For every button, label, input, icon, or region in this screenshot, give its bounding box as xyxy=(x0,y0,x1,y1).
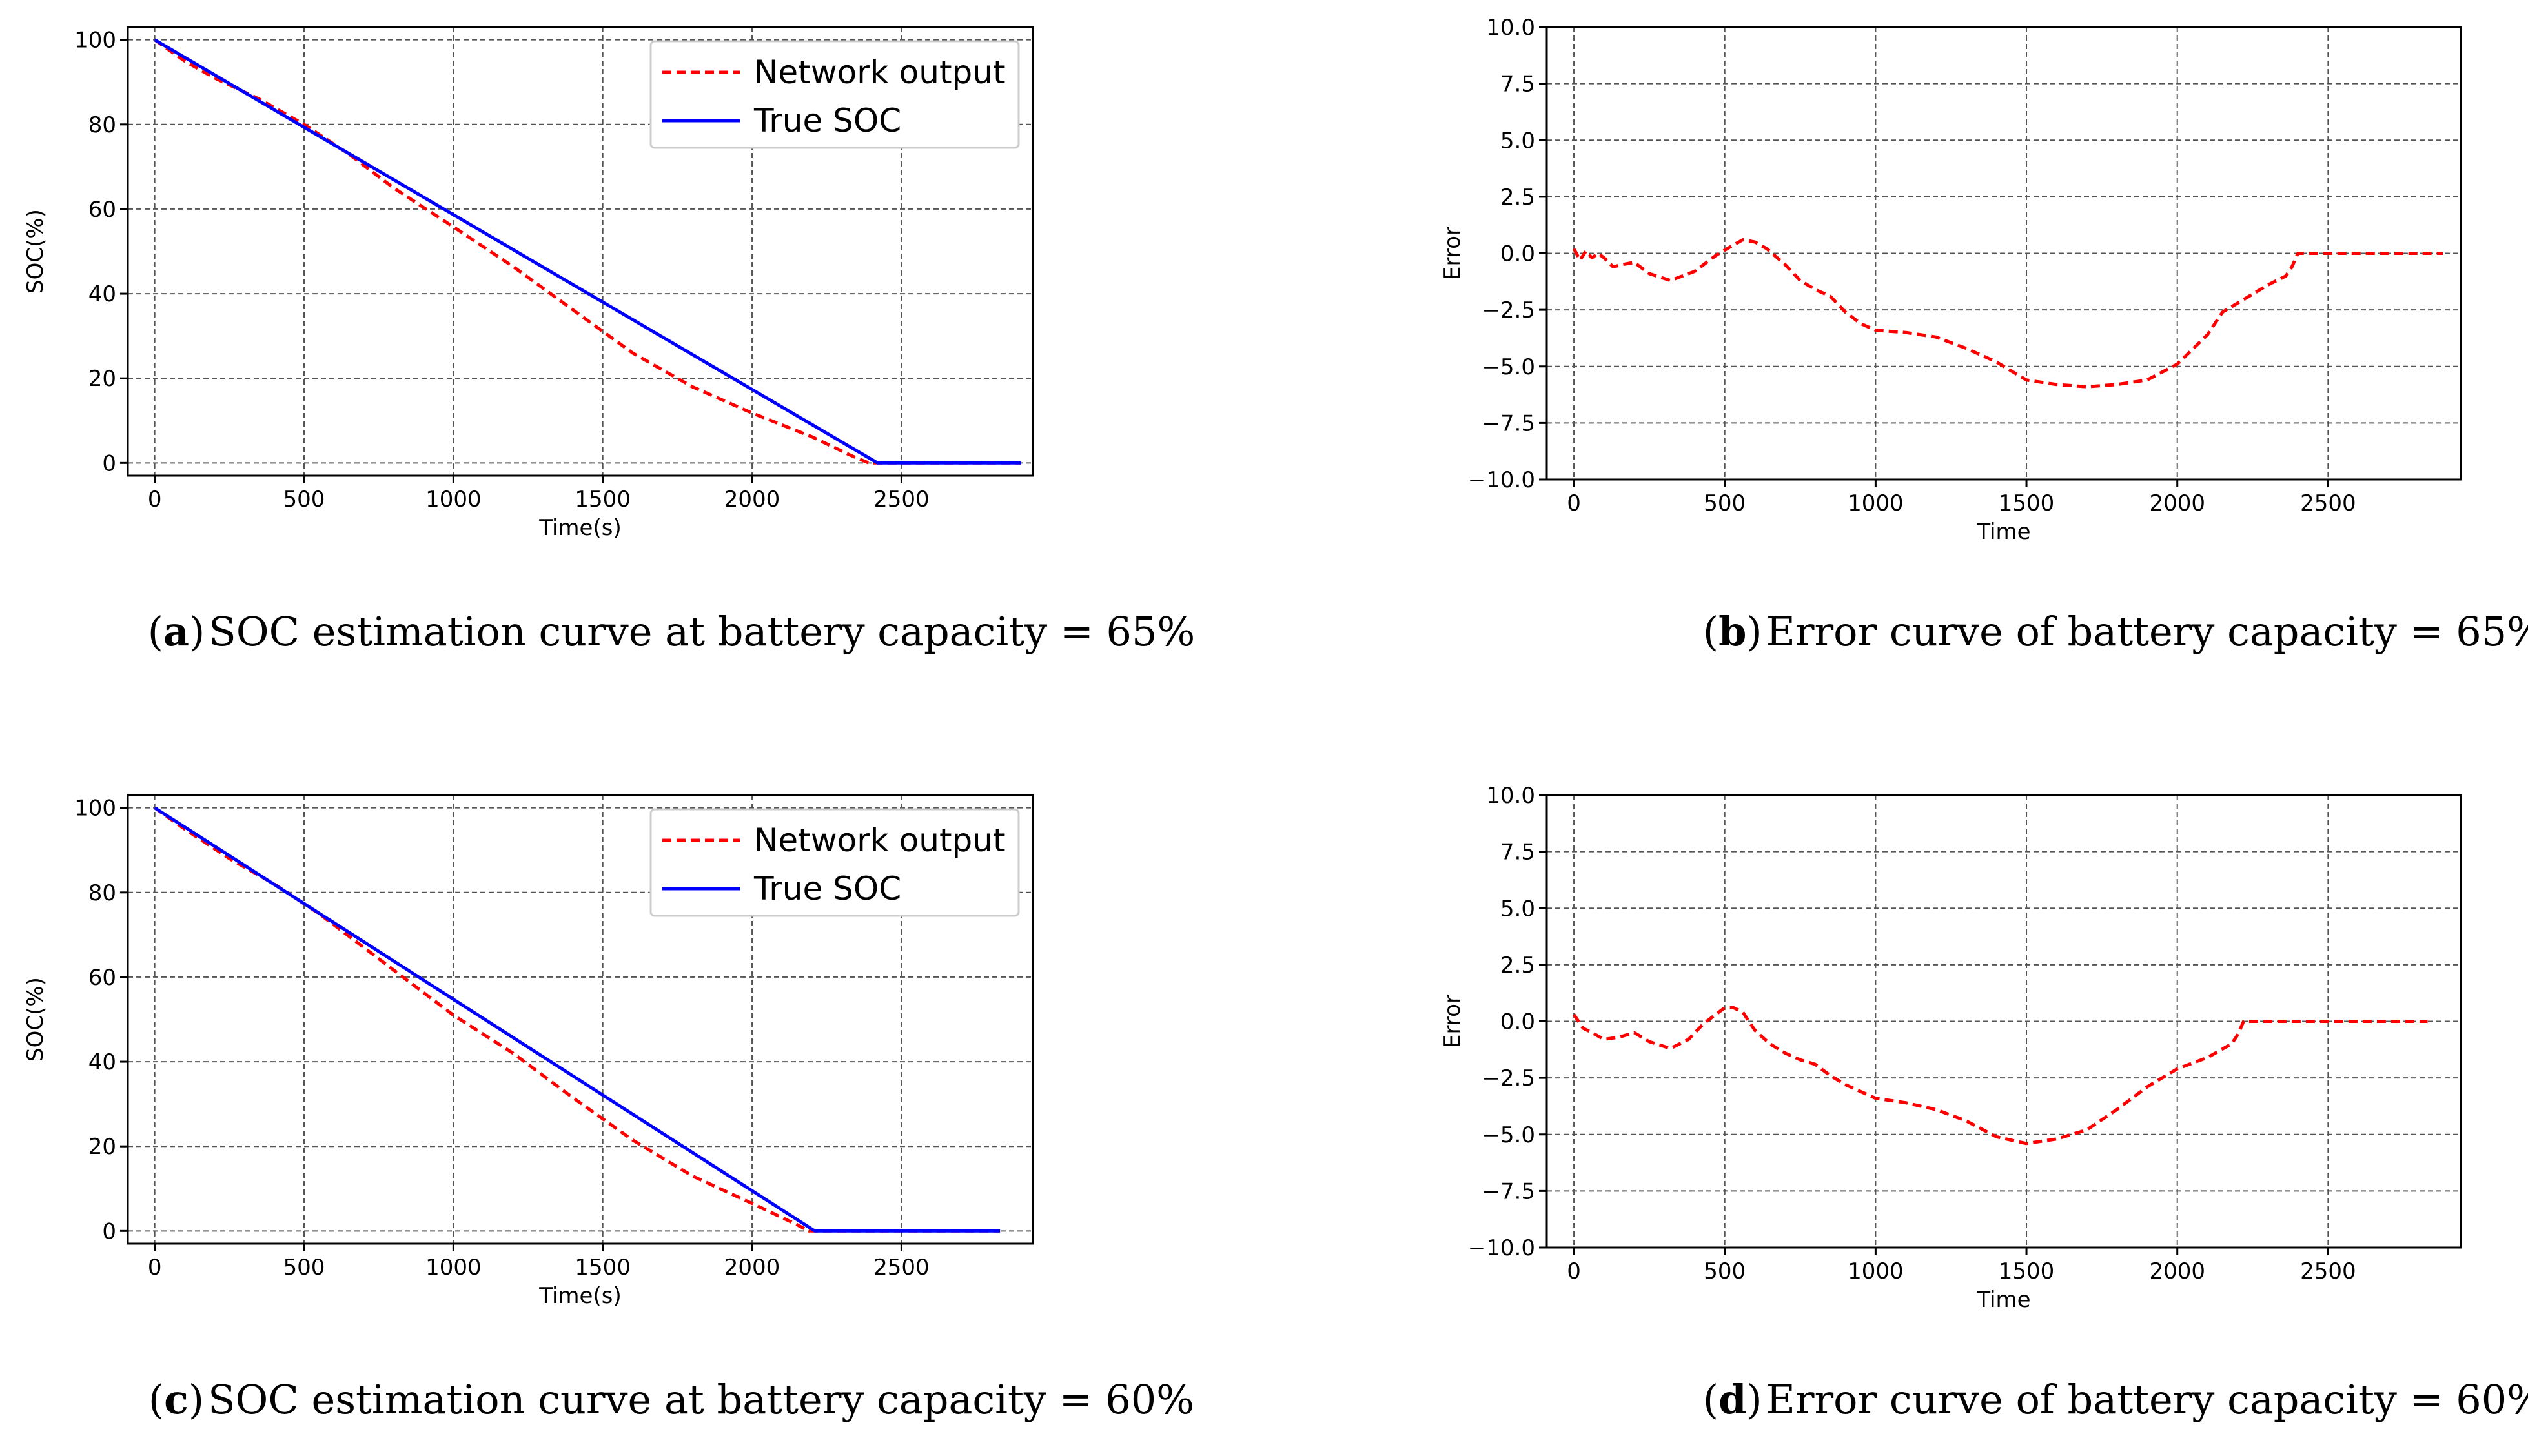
panel-b-xtick-label: 1000 xyxy=(1848,490,1904,516)
panel-d-caption: (d)Error curve of battery capacity = 60% xyxy=(1703,1376,2528,1423)
panel-d-ytick-label: −2.5 xyxy=(1482,1066,1535,1091)
panel-d-xlabel: Time xyxy=(1976,1287,2030,1313)
panel-a-ytick-label: 0 xyxy=(102,450,116,476)
panel-d-error-60: 0 500 1000 1500 2000 2500 −10.0 −7.5 −5.0 −2.5 0.0… xyxy=(1440,783,2528,1423)
panel-a-ytick-label: 100 xyxy=(74,28,116,54)
panel-a-xtick-label: 0 xyxy=(148,487,162,512)
panel-c-series-network-output-line xyxy=(154,806,1001,1233)
panel-a-caption: (a)SOC estimation curve at battery capac… xyxy=(148,608,1196,655)
panel-b-ytick-label: −2.5 xyxy=(1482,298,1535,323)
panel-d-xtick-label: 2000 xyxy=(2149,1259,2205,1284)
panel-b-xtick-label: 2000 xyxy=(2149,490,2205,516)
panel-a-ylabel: SOC(%) xyxy=(23,209,48,294)
panel-d-ytick-label: 2.5 xyxy=(1500,953,1535,978)
panel-c-ytick-label: 40 xyxy=(88,1049,116,1075)
panel-a-legend-label: Network output xyxy=(754,54,1006,91)
panel-b-xtick-label: 1500 xyxy=(1999,490,2055,516)
panel-d-xtick-label: 500 xyxy=(1704,1259,1746,1284)
panel-d-xtick-label: 0 xyxy=(1567,1259,1581,1284)
panel-b-ytick-label: −7.5 xyxy=(1482,410,1535,436)
panel-a-ytick-label: 20 xyxy=(88,366,116,392)
panel-b-caption-text: Error curve of battery capacity = 65% xyxy=(1766,608,2528,655)
panel-c-legend-label: Network output xyxy=(754,822,1006,859)
panel-b-xlabel: Time xyxy=(1976,519,2030,545)
panel-d-ytick-label: 10.0 xyxy=(1486,783,1535,809)
panel-d-xtick-label: 2500 xyxy=(2300,1259,2356,1284)
panel-a-ytick-label: 60 xyxy=(88,197,116,223)
panel-c-ylabel: SOC(%) xyxy=(23,977,48,1062)
panel-a-xtick-label: 1500 xyxy=(575,487,631,512)
panel-a-ytick-label: 40 xyxy=(88,281,116,307)
panel-c-ytick-label: 20 xyxy=(88,1134,116,1160)
panel-c-legend-label: True SOC xyxy=(753,870,901,907)
panel-c-ytick-label: 60 xyxy=(88,965,116,991)
panel-b-ytick-label: 2.5 xyxy=(1500,185,1535,210)
panel-d-ytick-label: −5.0 xyxy=(1482,1122,1535,1148)
panel-d-ytick-label: −7.5 xyxy=(1482,1178,1535,1204)
panel-a-legend-box xyxy=(649,40,1020,149)
panel-a-caption-letter: a xyxy=(163,608,189,655)
panel-d-ytick-label: 0.0 xyxy=(1500,1009,1535,1035)
panel-a-caption-text: SOC estimation curve at battery capacity… xyxy=(209,608,1195,655)
panel-a-soc-65: 0 500 1000 1500 2000 2500 0 20 40 60 80 100 Network … xyxy=(23,26,1196,655)
panel-a-series-true-soc-line xyxy=(154,38,1021,465)
panel-b-xtick-label: 0 xyxy=(1567,490,1581,516)
panel-b-ylabel: Error xyxy=(1440,227,1465,280)
panel-a-xtick-label: 500 xyxy=(283,487,325,512)
panel-a-axes-frame xyxy=(127,26,1034,477)
panel-b-ytick-label: 7.5 xyxy=(1500,72,1535,97)
panel-c-xtick-label: 1000 xyxy=(425,1255,482,1280)
panel-b-ytick-label: 0.0 xyxy=(1500,241,1535,267)
panel-a-xlabel: Time(s) xyxy=(538,515,621,541)
panel-b-ytick-label: 5.0 xyxy=(1500,128,1535,154)
panel-c-ytick-label: 0 xyxy=(102,1218,116,1244)
panel-b-ytick-label: 10.0 xyxy=(1486,15,1535,41)
panel-d-ytick-label: 7.5 xyxy=(1500,840,1535,865)
panel-a-xtick-label: 2000 xyxy=(724,487,780,512)
panel-d-ytick-label: 5.0 xyxy=(1500,896,1535,922)
panel-d-caption-letter: d xyxy=(1718,1376,1746,1423)
panel-c-xtick-label: 1500 xyxy=(575,1255,631,1280)
panel-a-xtick-label: 2500 xyxy=(873,487,930,512)
panel-c-ytick-label: 100 xyxy=(74,796,116,822)
panel-d-xtick-label: 1500 xyxy=(1999,1259,2055,1284)
panel-c-ytick-label: 80 xyxy=(88,880,116,906)
panel-c-xtick-label: 500 xyxy=(283,1255,325,1280)
panel-c-caption: (c)SOC estimation curve at battery capac… xyxy=(148,1376,1194,1423)
panel-c-caption-text: SOC estimation curve at battery capacity… xyxy=(208,1376,1194,1423)
panel-b-series-error-line xyxy=(1572,238,2443,389)
panel-c-caption-letter: c xyxy=(164,1376,189,1423)
panel-b-xtick-label: 2500 xyxy=(2300,490,2356,516)
panel-a-ytick-label: 80 xyxy=(88,112,116,138)
panel-c-xtick-label: 2500 xyxy=(873,1255,930,1280)
panel-c-xtick-label: 2000 xyxy=(724,1255,780,1280)
panel-d-caption-text: Error curve of battery capacity = 60% xyxy=(1766,1376,2528,1423)
panel-a-xtick-label: 1000 xyxy=(425,487,482,512)
panel-c-axes-frame xyxy=(127,794,1034,1245)
panel-b-ytick-label: −5.0 xyxy=(1482,354,1535,380)
panel-d-series-error-line xyxy=(1573,1006,2428,1146)
panel-d-xtick-label: 1000 xyxy=(1848,1259,1904,1284)
panel-b-xtick-label: 500 xyxy=(1704,490,1746,516)
panel-c-soc-60: 0 500 1000 1500 2000 2500 0 20 40 60 80 100 Network … xyxy=(23,794,1194,1423)
panel-c-xlabel: Time(s) xyxy=(538,1283,621,1309)
panel-a-series-network-output-line xyxy=(154,38,1021,465)
panel-d-ylabel: Error xyxy=(1440,995,1465,1048)
panel-c-series-true-soc-line xyxy=(154,806,1001,1233)
panel-c-xtick-label: 0 xyxy=(148,1255,162,1280)
panel-d-ytick-label: −10.0 xyxy=(1468,1235,1535,1261)
panel-a-legend-label: True SOC xyxy=(753,102,901,139)
panel-c-legend-box xyxy=(649,808,1020,917)
panel-b-error-65: 0 500 1000 1500 2000 2500 −10.0 −7.5 −5.0 −2.5 0.0… xyxy=(1440,15,2528,655)
panel-b-caption-letter: b xyxy=(1718,608,1746,655)
panel-b-caption: (b)Error curve of battery capacity = 65% xyxy=(1703,608,2528,655)
panel-b-ytick-label: −10.0 xyxy=(1468,467,1535,493)
